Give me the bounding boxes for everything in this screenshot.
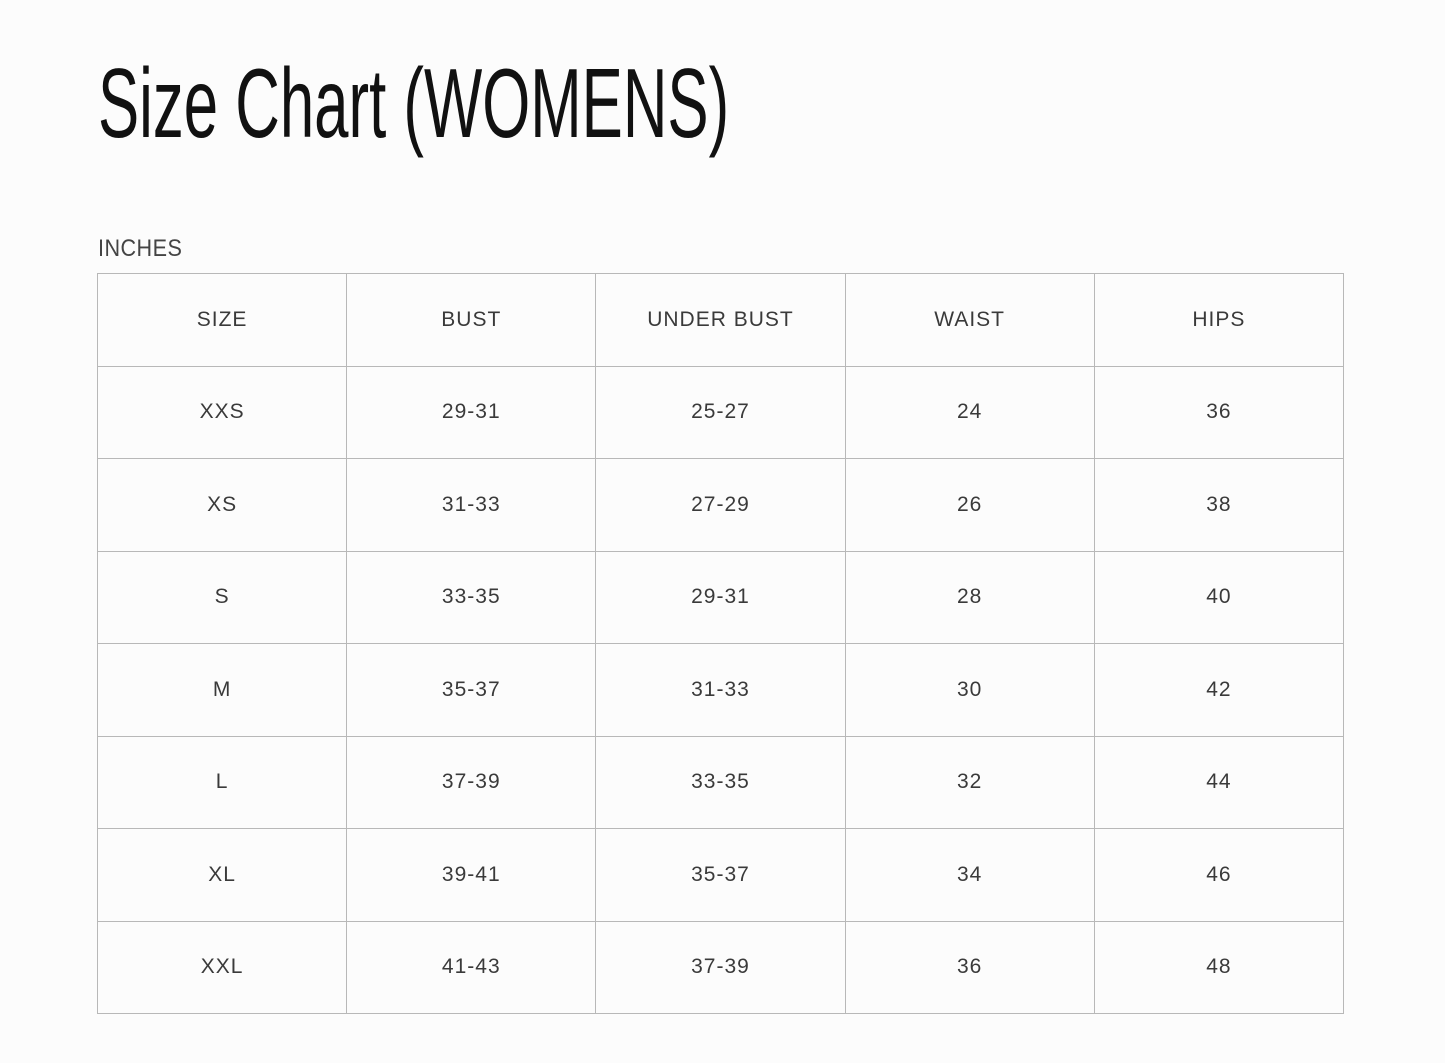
- page-title: Size Chart (WOMENS): [98, 48, 730, 158]
- table-cell: 41-43: [346, 920, 597, 1014]
- table-cell: L: [96, 735, 348, 829]
- table-cell: 42: [1093, 643, 1345, 737]
- table-cell: 44: [1093, 735, 1345, 829]
- column-header: WAIST: [844, 273, 1095, 367]
- size-chart-table: SIZE BUST UNDER BUST WAIST HIPS XXS 29-31 25-2…: [96, 273, 1345, 1014]
- table-cell: 39-41: [346, 828, 597, 922]
- table-cell: 46: [1093, 828, 1345, 922]
- table-row: M 35-37 31-33 30 42: [96, 643, 1345, 737]
- column-header: BUST: [346, 273, 597, 367]
- table-cell: 33-35: [595, 735, 846, 829]
- table-row: XL 39-41 35-37 34 46: [96, 828, 1345, 922]
- table-cell: 40: [1093, 550, 1345, 644]
- table-row: XS 31-33 27-29 26 38: [96, 458, 1345, 552]
- table-cell: 24: [844, 365, 1095, 459]
- table-cell: 36: [844, 920, 1095, 1014]
- table-cell: 38: [1093, 458, 1345, 552]
- unit-label: INCHES: [98, 235, 183, 262]
- table-cell: XS: [96, 458, 348, 552]
- column-header: UNDER BUST: [595, 273, 846, 367]
- table-cell: 26: [844, 458, 1095, 552]
- table-cell: 28: [844, 550, 1095, 644]
- table-header-row: SIZE BUST UNDER BUST WAIST HIPS: [96, 273, 1345, 367]
- table-cell: 37-39: [346, 735, 597, 829]
- table-cell: XXL: [96, 920, 348, 1014]
- table-row: XXS 29-31 25-27 24 36: [96, 365, 1345, 459]
- table-cell: 29-31: [595, 550, 846, 644]
- table-cell: XXS: [96, 365, 348, 459]
- table-cell: 30: [844, 643, 1095, 737]
- table-cell: 36: [1093, 365, 1345, 459]
- table-cell: 34: [844, 828, 1095, 922]
- column-header: HIPS: [1093, 273, 1345, 367]
- table-row: XXL 41-43 37-39 36 48: [96, 920, 1345, 1014]
- table-cell: 31-33: [346, 458, 597, 552]
- table-cell: 32: [844, 735, 1095, 829]
- table-cell: 31-33: [595, 643, 846, 737]
- table-cell: 27-29: [595, 458, 846, 552]
- table-row: S 33-35 29-31 28 40: [96, 550, 1345, 644]
- table-cell: XL: [96, 828, 348, 922]
- column-header: SIZE: [96, 273, 348, 367]
- table-row: L 37-39 33-35 32 44: [96, 735, 1345, 829]
- table-cell: 29-31: [346, 365, 597, 459]
- table-cell: 35-37: [346, 643, 597, 737]
- table-cell: 37-39: [595, 920, 846, 1014]
- table-cell: 33-35: [346, 550, 597, 644]
- table-cell: M: [96, 643, 348, 737]
- table-cell: 35-37: [595, 828, 846, 922]
- table-cell: 25-27: [595, 365, 846, 459]
- table-cell: 48: [1093, 920, 1345, 1014]
- table-cell: S: [96, 550, 348, 644]
